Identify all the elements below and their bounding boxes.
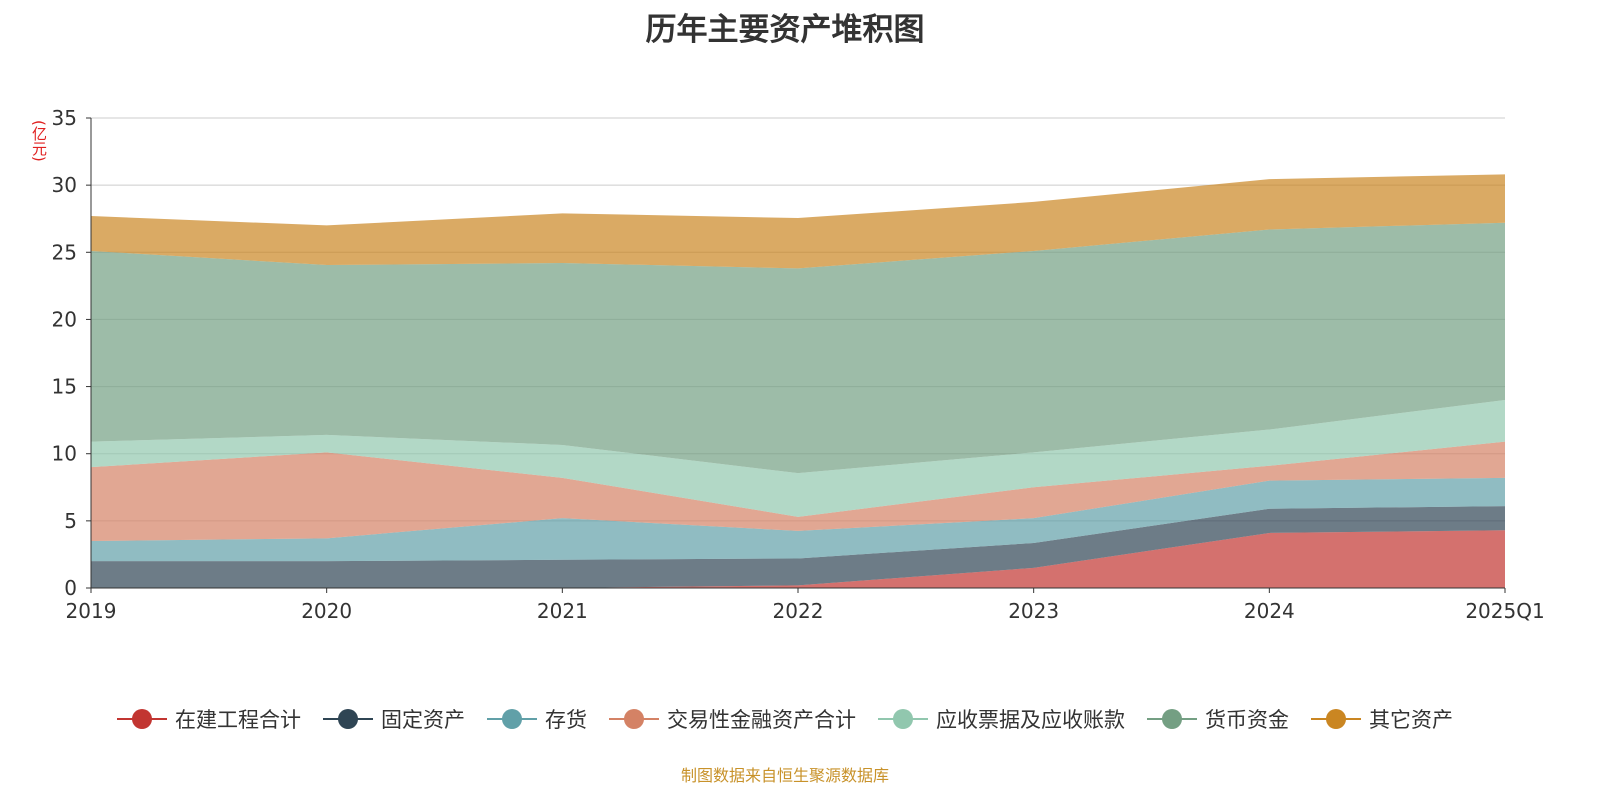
legend-marker-icon: [1311, 709, 1361, 729]
area-存货: [91, 477, 1505, 562]
x-tick-label: 2024: [1244, 599, 1295, 623]
area-交易性金融资产合计: [91, 441, 1505, 541]
y-tick-label: 0: [64, 576, 77, 600]
legend-label: 在建工程合计: [175, 708, 301, 732]
legend-marker-icon: [117, 709, 167, 729]
legend-item[interactable]: 固定资产: [323, 704, 465, 734]
data-source-note: 制图数据来自恒生聚源数据库: [680, 766, 889, 785]
legend-item[interactable]: 货币资金: [1147, 704, 1289, 734]
stacked-area-chart: 0 5 10 15 20 25 30 35 2019 2020 2021 2022 2023 2024 20…: [52, 106, 1545, 623]
legend-item[interactable]: 应收票据及应收账款: [878, 704, 1125, 734]
legend-item[interactable]: 在建工程合计: [117, 704, 301, 734]
x-tick-label: 2023: [1008, 599, 1059, 623]
x-tick-label: 2021: [537, 599, 588, 623]
y-tick-label: 5: [64, 509, 77, 533]
legend-item[interactable]: 交易性金融资产合计: [609, 704, 856, 734]
y-tick-label: 25: [52, 240, 77, 264]
legend-marker-icon: [487, 709, 537, 729]
x-tick-label: 2025Q1: [1465, 599, 1544, 623]
legend-label: 固定资产: [381, 708, 465, 732]
legend-item[interactable]: 其它资产: [1311, 704, 1453, 734]
legend-marker-icon: [323, 709, 373, 729]
legend-label: 存货: [545, 708, 587, 732]
y-tick-label: 30: [52, 173, 77, 197]
legend: 在建工程合计 固定资产 存货 交易性金融资产合计 应收票据及应收账款 货币资金 其它资产: [0, 704, 1570, 734]
x-tick-label: 2019: [66, 599, 117, 623]
legend-label: 货币资金: [1205, 708, 1289, 732]
y-axis-label: (亿元): [30, 120, 48, 162]
y-tick-label: 35: [52, 106, 77, 130]
area-其它资产: [91, 174, 1505, 269]
legend-marker-icon: [1147, 709, 1197, 729]
legend-marker-icon: [878, 709, 928, 729]
area-在建工程合计: [91, 530, 1505, 588]
y-tick-label: 15: [52, 375, 77, 399]
legend-label: 应收票据及应收账款: [936, 708, 1125, 732]
legend-marker-icon: [609, 709, 659, 729]
legend-item[interactable]: 存货: [487, 704, 587, 734]
y-tick-label: 20: [52, 307, 77, 331]
area-货币资金: [91, 222, 1505, 474]
area-固定资产: [91, 506, 1505, 588]
legend-label: 其它资产: [1369, 708, 1453, 732]
x-tick-label: 2022: [773, 599, 824, 623]
chart-title: 历年主要资产堆积图: [645, 12, 925, 48]
area-应收票据及应收账款: [91, 400, 1505, 517]
x-tick-label: 2020: [301, 599, 352, 623]
legend-label: 交易性金融资产合计: [667, 708, 856, 732]
y-tick-label: 10: [52, 442, 77, 466]
